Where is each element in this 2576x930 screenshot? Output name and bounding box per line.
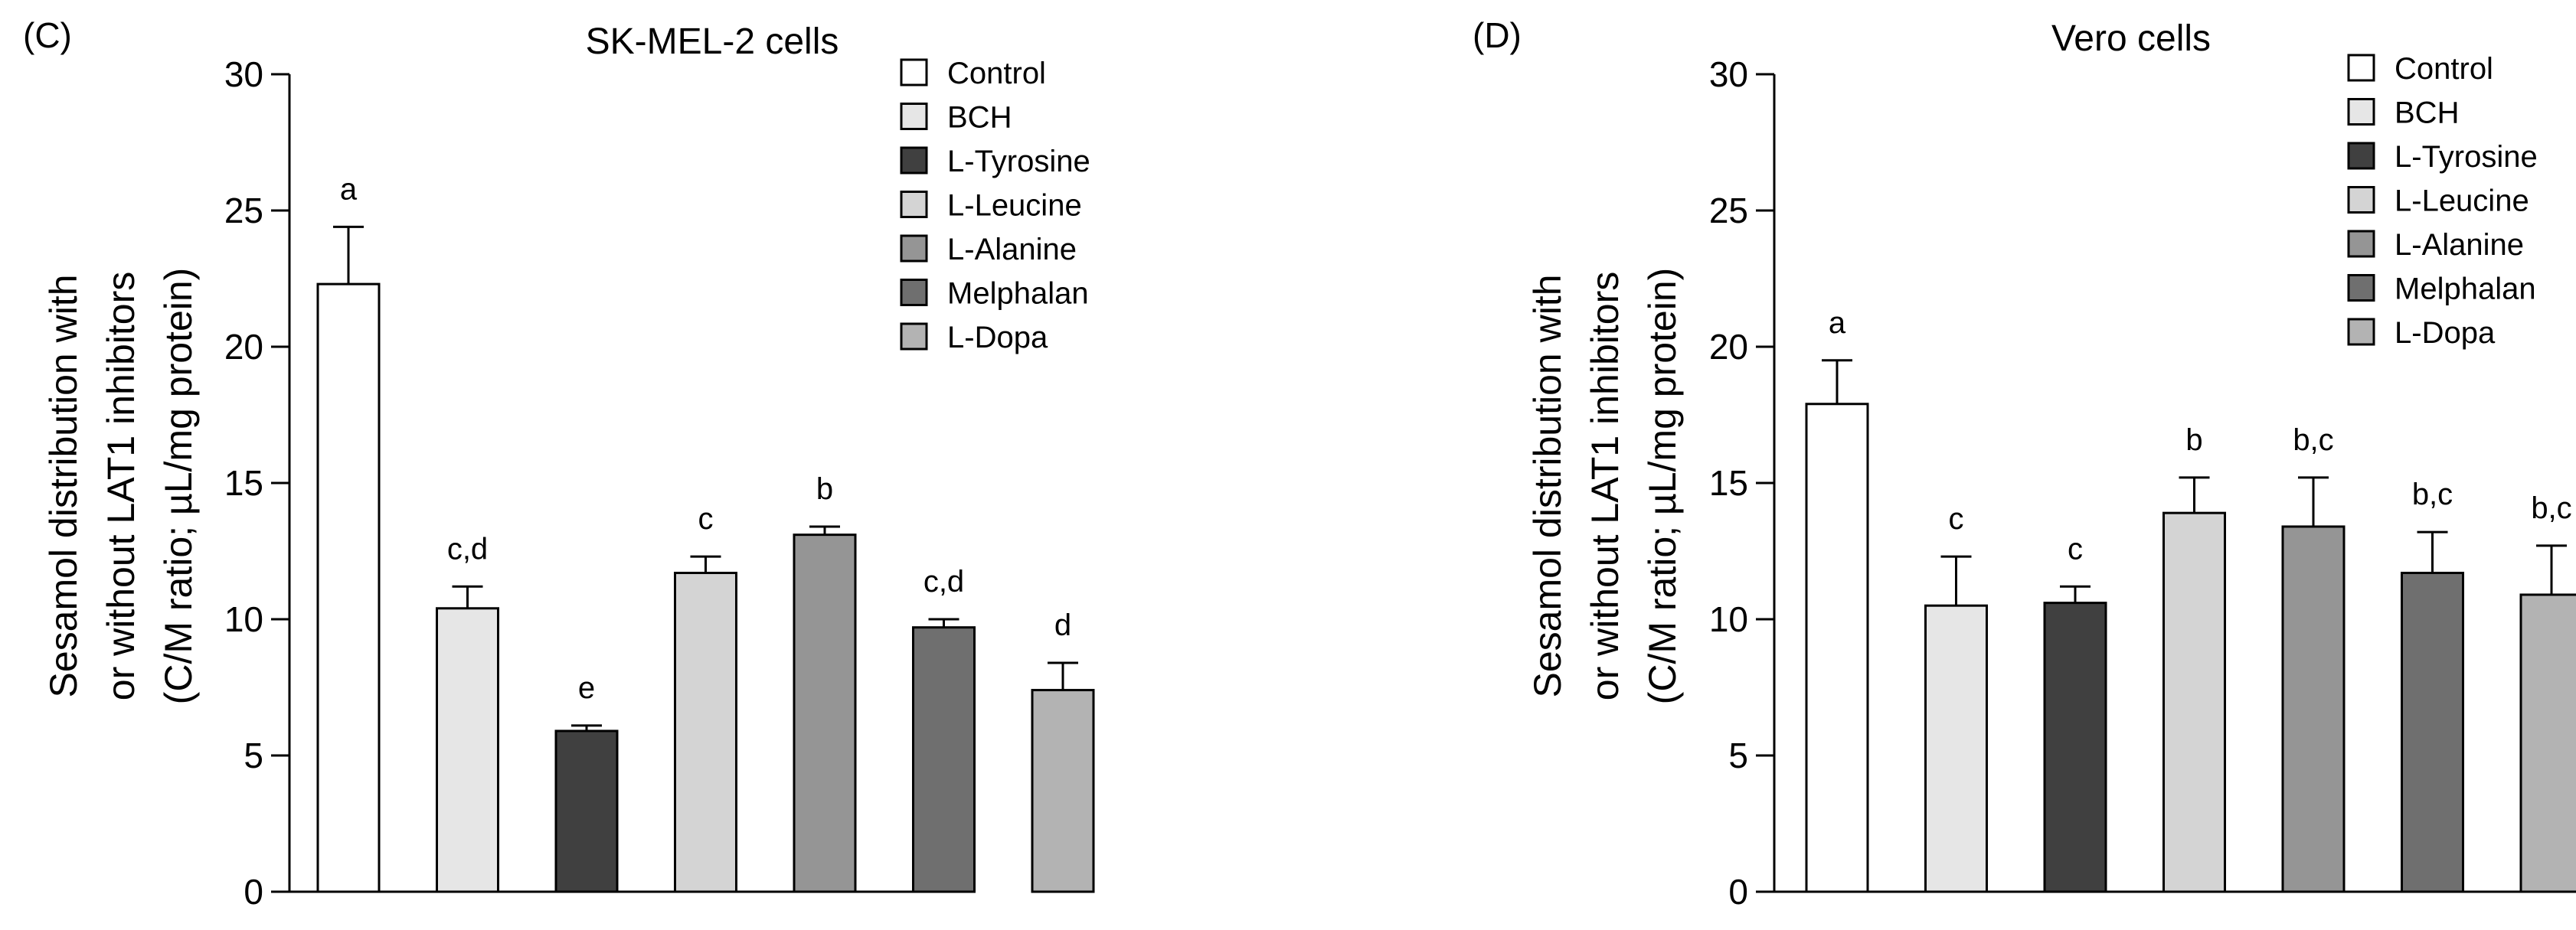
legend-swatch — [2347, 142, 2375, 170]
legend-swatch — [2347, 54, 2375, 82]
bar-melphalan — [2401, 571, 2464, 893]
bar-l-tyrosine — [2043, 602, 2107, 893]
significance-label: c — [1949, 502, 1964, 536]
y-tick-label: 15 — [1709, 463, 1748, 503]
y-tick-label: 30 — [1709, 54, 1748, 94]
legend-label: L-Leucine — [947, 189, 1082, 223]
legend-swatch — [900, 279, 928, 306]
bar-control — [1805, 403, 1869, 893]
legend-label: L-Tyrosine — [947, 145, 1090, 178]
bar-l-alanine — [793, 534, 857, 893]
bar-l-dopa — [2519, 593, 2576, 893]
y-axis-label-line: (C/M ratio; µL/mg protein) — [157, 268, 200, 705]
chart-title: Vero cells — [2051, 18, 2211, 59]
bar-l-tyrosine — [554, 729, 619, 893]
y-axis-label-line: or without LAT1 inhibitors — [100, 272, 142, 700]
legend-swatch — [2347, 98, 2375, 126]
legend-label: L-Dopa — [2395, 316, 2496, 350]
legend-label: L-Alanine — [947, 233, 1077, 266]
legend-swatch — [2347, 230, 2375, 258]
y-tick-label: 10 — [224, 599, 263, 639]
chart-title: SK-MEL-2 cells — [586, 21, 839, 62]
significance-label: b,c — [2293, 423, 2333, 457]
legend-label: Melphalan — [947, 277, 1089, 311]
legend-label: BCH — [947, 101, 1012, 135]
significance-label: b — [2185, 423, 2202, 457]
bar-melphalan — [912, 626, 976, 893]
y-axis-label-line: or without LAT1 inhibitors — [1584, 272, 1626, 700]
legend-swatch — [900, 146, 928, 175]
chart-panel-c: (C) SK-MEL-2 cells Sesamol distribution wi… — [23, 15, 1095, 912]
significance-label: b — [816, 472, 833, 506]
bar-l-dopa — [1031, 689, 1095, 893]
legend-label: L-Alanine — [2395, 228, 2524, 262]
significance-label: a — [1829, 306, 1846, 340]
legend-label: L-Dopa — [947, 321, 1048, 354]
panel-label: (C) — [23, 15, 72, 55]
significance-label: b,c — [2412, 478, 2453, 511]
panel-label: (D) — [1473, 15, 1522, 55]
bar-l-alanine — [2281, 525, 2346, 893]
y-tick-label: 10 — [1709, 599, 1748, 639]
significance-label: c — [2068, 532, 2083, 566]
significance-label: e — [578, 671, 595, 705]
y-axis-label-line: Sesamol distribution with — [42, 274, 85, 697]
legend-swatch — [2347, 186, 2375, 214]
legend-label: L-Leucine — [2395, 184, 2529, 218]
y-tick-label: 0 — [1728, 872, 1748, 912]
y-tick-label: 25 — [1709, 191, 1748, 230]
legend-swatch — [900, 103, 928, 130]
y-tick-label: 0 — [244, 872, 263, 912]
y-axis-label-line: (C/M ratio; µL/mg protein) — [1641, 268, 1684, 705]
legend-swatch — [900, 58, 928, 86]
bar-l-leucine — [2162, 511, 2226, 893]
y-tick-label: 25 — [224, 191, 263, 230]
significance-label: b,c — [2531, 491, 2571, 525]
significance-label: c,d — [447, 532, 488, 566]
y-tick-label: 20 — [1709, 327, 1748, 367]
y-axis-label-line: Sesamol distribution with — [1526, 274, 1569, 697]
y-tick-label: 15 — [224, 463, 263, 503]
y-tick-label: 20 — [224, 327, 263, 367]
legend-swatch — [2347, 274, 2375, 302]
legend-label: BCH — [2395, 96, 2459, 130]
significance-label: c,d — [924, 565, 964, 599]
chart-panel-d: (D) Vero cells Sesamol distribution with or… — [1473, 15, 2576, 912]
legend-label: L-Tyrosine — [2395, 140, 2538, 174]
legend-label: Control — [2395, 52, 2493, 86]
bar-bch — [1924, 604, 1988, 893]
legend-swatch — [900, 322, 928, 351]
legend-swatch — [900, 191, 928, 218]
legend-swatch — [900, 234, 928, 263]
legend-label: Melphalan — [2395, 272, 2536, 306]
significance-label: a — [340, 172, 358, 206]
bar-bch — [436, 607, 499, 893]
legend-label: Control — [947, 57, 1046, 90]
significance-label: d — [1054, 609, 1071, 642]
legend-swatch — [2347, 318, 2375, 346]
significance-label: c — [698, 502, 714, 536]
y-tick-label: 5 — [1728, 736, 1748, 775]
bar-control — [316, 282, 381, 893]
y-tick-label: 30 — [224, 54, 263, 94]
bar-l-leucine — [674, 571, 737, 893]
y-tick-label: 5 — [244, 736, 263, 775]
